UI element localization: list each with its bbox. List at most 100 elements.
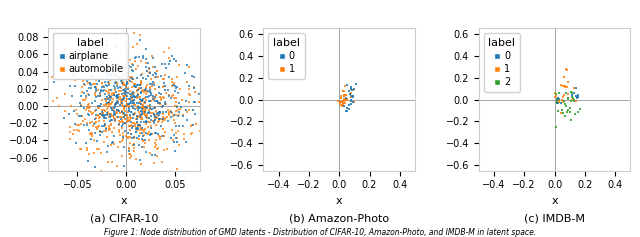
Point (154, 111, 164, 115)
Point (170, 85, 180, 88)
Point (99, 85, 109, 89)
Point (119, 112, 129, 115)
Point (347, 88, 357, 92)
Point (120, 129, 130, 133)
Point (153, 132, 163, 136)
Point (124, 149, 134, 153)
Point (117, 78, 127, 82)
Point (141, 114, 151, 117)
Point (150, 109, 161, 113)
Point (349, 100, 359, 104)
Point (157, 160, 167, 163)
Point (90, 91, 100, 95)
Point (120, 89, 130, 93)
Point (339, 89, 349, 92)
Point (569, 99, 579, 103)
Point (140, 127, 150, 131)
Point (115, 102, 125, 105)
Point (100, 123, 110, 127)
Point (132, 107, 143, 110)
Point (71, 108, 81, 112)
Point (116, 117, 127, 121)
Point (88, 55, 98, 59)
Point (171, 131, 181, 135)
Point (147, 107, 157, 111)
Point (103, 105, 113, 109)
Point (95, 169, 106, 173)
Point (561, 104, 571, 108)
Point (153, 146, 163, 150)
Point (107, 141, 117, 145)
Point (107, 100, 117, 104)
Point (125, 101, 136, 105)
Point (109, 91, 119, 95)
Point (97, 81, 107, 85)
Point (137, 117, 147, 121)
Point (125, 115, 135, 118)
Point (135, 124, 145, 128)
Point (122, 114, 132, 118)
Point (50, 69, 60, 73)
Point (107, 91, 117, 95)
Point (138, 88, 148, 92)
Point (76, 114, 86, 118)
Point (572, 99, 582, 103)
Point (106, 106, 116, 110)
Point (112, 93, 122, 97)
Point (127, 121, 138, 125)
Point (169, 96, 179, 100)
Point (152, 69, 163, 73)
Point (84, 109, 94, 113)
Point (158, 117, 168, 120)
Point (136, 59, 146, 63)
Point (571, 86, 581, 90)
Point (111, 94, 122, 98)
Point (142, 84, 152, 87)
Point (138, 103, 148, 106)
Point (132, 126, 143, 130)
Point (170, 113, 180, 117)
Point (155, 110, 165, 114)
Point (154, 119, 164, 123)
Point (116, 101, 127, 105)
Point (101, 103, 111, 107)
Point (190, 112, 200, 116)
Point (139, 133, 149, 137)
Point (138, 138, 148, 142)
Point (178, 114, 188, 118)
Point (87, 74, 97, 78)
Point (151, 75, 161, 79)
Point (79, 82, 89, 86)
Point (122, 82, 132, 86)
Point (108, 108, 118, 112)
Point (31, 38, 41, 42)
Point (93, 79, 104, 82)
Point (172, 75, 182, 79)
Point (189, 86, 199, 90)
Point (94, 147, 104, 151)
Point (133, 95, 143, 99)
Point (83, 112, 93, 116)
Point (122, 104, 132, 108)
Point (146, 118, 156, 122)
Point (115, 115, 125, 119)
Point (573, 95, 584, 99)
Point (134, 134, 145, 137)
Point (128, 95, 138, 99)
Point (101, 112, 111, 115)
Point (95, 94, 105, 98)
Point (141, 86, 151, 89)
Point (337, 100, 347, 104)
Point (344, 107, 355, 111)
Point (127, 69, 138, 73)
Point (340, 101, 350, 105)
Point (136, 98, 146, 101)
Point (182, 80, 193, 83)
Point (124, 109, 134, 113)
Point (129, 121, 139, 125)
Point (81, 94, 92, 98)
Point (120, 113, 130, 116)
Point (71, 141, 81, 145)
Point (113, 95, 123, 99)
Point (341, 98, 351, 102)
